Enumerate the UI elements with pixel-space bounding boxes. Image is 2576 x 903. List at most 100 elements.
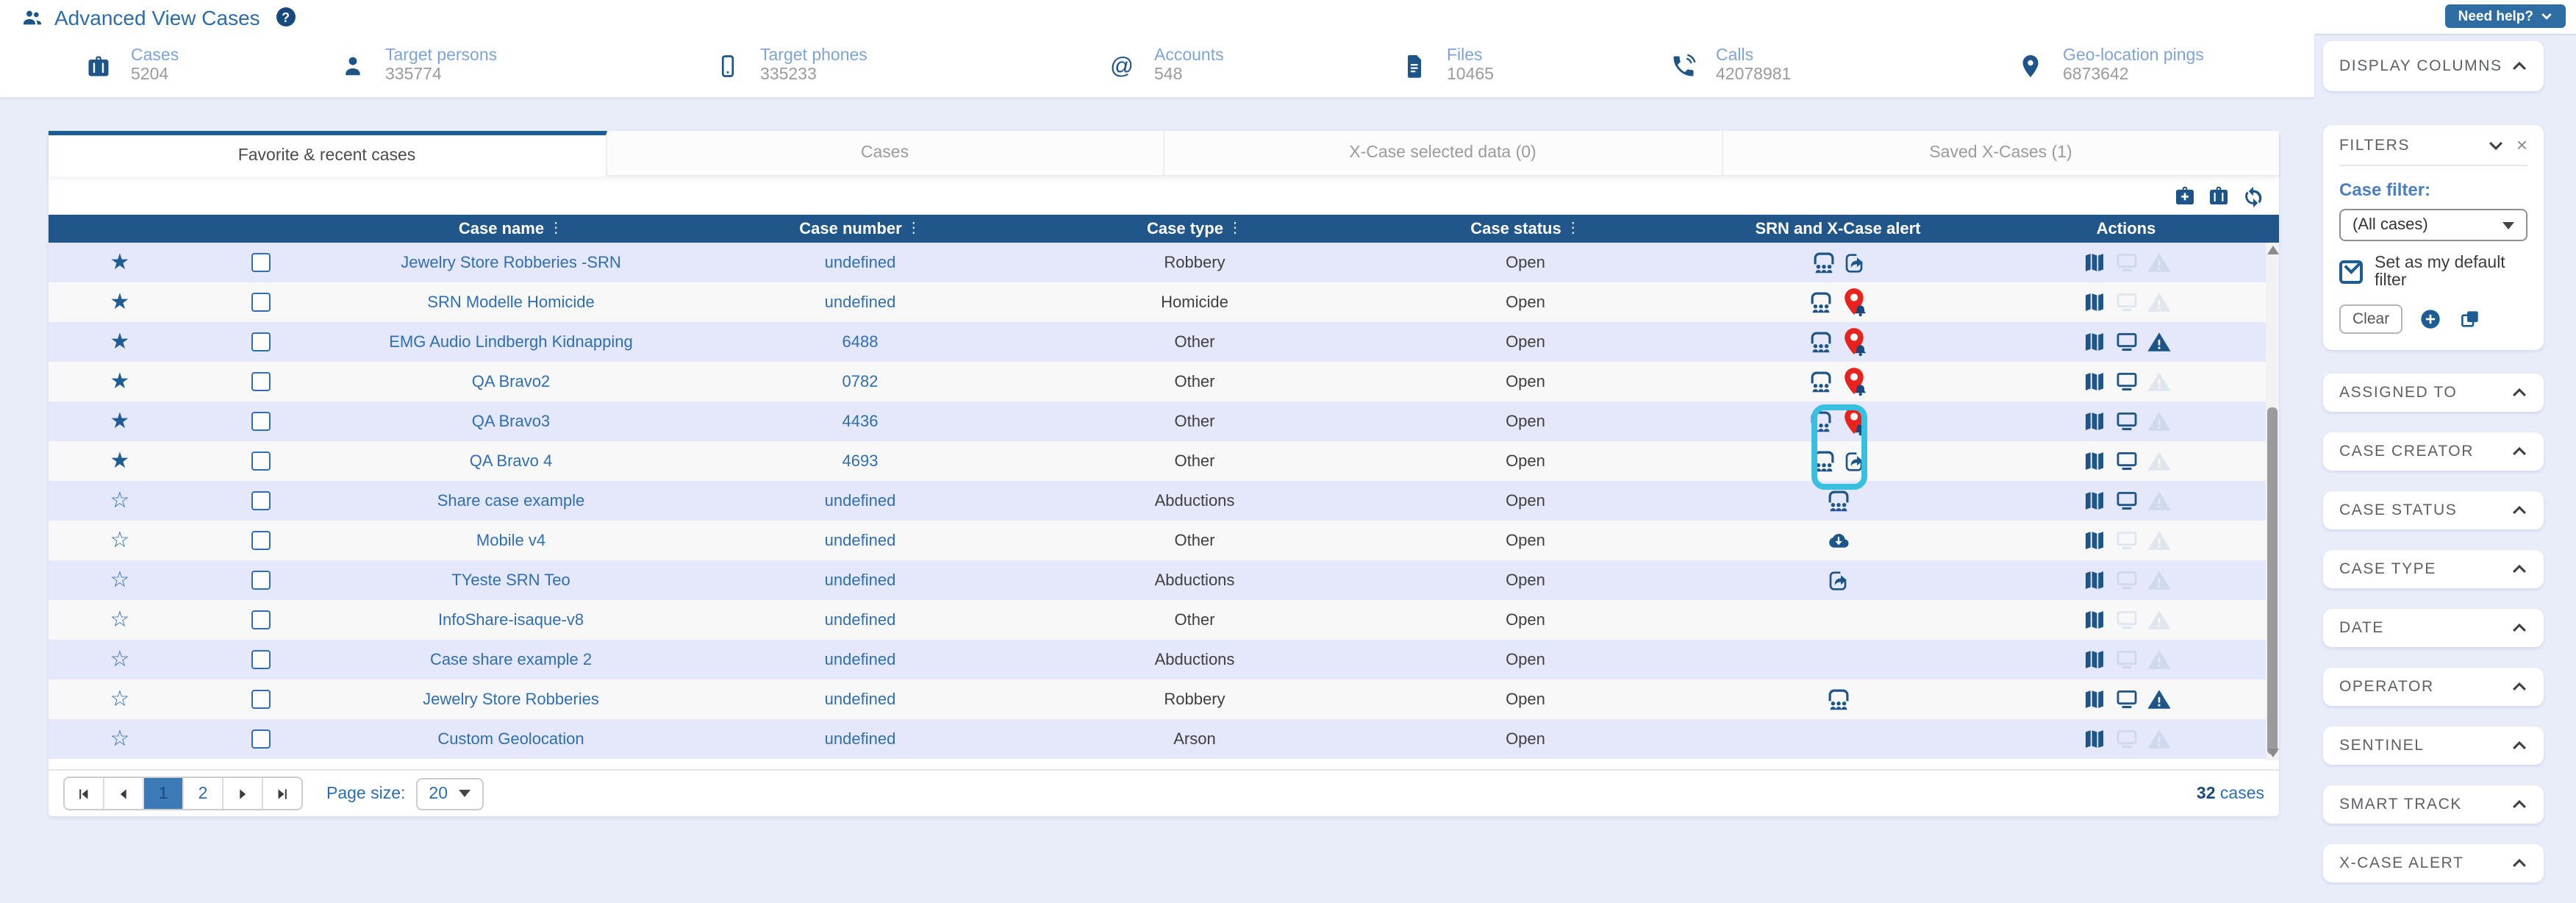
row-checkbox[interactable]	[251, 253, 271, 272]
default-filter-checkbox[interactable]	[2339, 260, 2363, 284]
vertical-scrollbar[interactable]	[2266, 243, 2279, 760]
column-menu-icon[interactable]: ⋮	[548, 221, 564, 237]
monitor-icon[interactable]	[2114, 409, 2139, 434]
sidebar-section-assigned-to[interactable]: ASSIGNED TO	[2323, 374, 2544, 412]
page-size-select[interactable]: 20	[415, 777, 483, 810]
case-name-link[interactable]: Jewelry Store Robberies -SRN	[401, 254, 621, 271]
sidebar-section-case-status[interactable]: CASE STATUS	[2323, 491, 2544, 529]
favorite-star-icon[interactable]: ★	[110, 449, 130, 474]
case-name-link[interactable]: EMG Audio Lindbergh Kidnapping	[389, 333, 633, 351]
favorite-star-icon[interactable]: ★	[110, 250, 130, 275]
sidebar-section-operator[interactable]: OPERATOR	[2323, 668, 2544, 706]
case-name-link[interactable]: QA Bravo2	[471, 373, 551, 390]
display-columns-section[interactable]: DISPLAY COLUMNS	[2323, 41, 2544, 91]
copy-filter-icon[interactable]	[2458, 307, 2482, 331]
row-checkbox[interactable]	[251, 531, 271, 550]
srn-icon[interactable]	[1806, 328, 1834, 356]
map-icon[interactable]	[2081, 568, 2106, 593]
scroll-up-arrow-icon[interactable]	[2267, 246, 2279, 254]
chevron-up-icon[interactable]	[2511, 60, 2527, 72]
sidebar-section-sentinel[interactable]: SENTINEL	[2323, 727, 2544, 765]
chevron-up-icon[interactable]	[2511, 799, 2527, 810]
favorite-star-icon[interactable]: ☆	[110, 568, 130, 593]
refresh-icon[interactable]	[2241, 183, 2266, 208]
row-checkbox[interactable]	[251, 412, 271, 431]
map-icon[interactable]	[2081, 647, 2106, 672]
column-header-case-status[interactable]: Case status ⋮	[1470, 220, 1581, 238]
favorite-star-icon[interactable]: ☆	[110, 607, 130, 632]
favorite-star-icon[interactable]: ☆	[110, 488, 130, 513]
clear-filter-button[interactable]: Clear	[2339, 304, 2403, 334]
case-name-link[interactable]: Jewelry Store Robberies	[423, 690, 599, 708]
alert-pin-icon[interactable]	[1839, 287, 1870, 318]
monitor-icon[interactable]	[2114, 488, 2139, 513]
sidebar-section-x-case-alert[interactable]: X-CASE ALERT	[2323, 844, 2544, 882]
share-icon[interactable]	[1826, 568, 1850, 592]
favorite-star-icon[interactable]: ☆	[110, 727, 130, 752]
page-button-2[interactable]: 2	[184, 778, 223, 809]
favorite-star-icon[interactable]: ★	[110, 369, 130, 394]
share-icon[interactable]	[1842, 251, 1866, 274]
srn-icon[interactable]	[1810, 249, 1838, 276]
column-menu-icon[interactable]: ⋮	[1565, 221, 1581, 237]
cloud-download-icon[interactable]	[1825, 528, 1850, 553]
case-name-link[interactable]: TYeste SRN Teo	[451, 571, 570, 589]
add-filter-icon[interactable]	[2419, 307, 2442, 331]
row-checkbox[interactable]	[251, 690, 271, 709]
map-icon[interactable]	[2081, 329, 2106, 354]
case-name-link[interactable]: Mobile v4	[476, 532, 546, 549]
case-name-link[interactable]: SRN Modelle Homicide	[427, 293, 595, 311]
scroll-down-arrow-icon[interactable]	[2267, 749, 2279, 757]
map-icon[interactable]	[2081, 528, 2106, 553]
chevron-up-icon[interactable]	[2511, 504, 2527, 516]
row-checkbox[interactable]	[251, 610, 271, 629]
srn-icon[interactable]	[1806, 288, 1834, 316]
tab-x-case-selected-data-0-[interactable]: X-Case selected data (0)	[1164, 131, 1722, 176]
map-icon[interactable]	[2081, 369, 2106, 394]
map-icon[interactable]	[2081, 409, 2106, 434]
srn-icon[interactable]	[1824, 487, 1852, 515]
chevron-up-icon[interactable]	[2511, 387, 2527, 399]
row-checkbox[interactable]	[251, 571, 271, 590]
warning-icon[interactable]	[2146, 687, 2171, 712]
monitor-icon[interactable]	[2114, 369, 2139, 394]
favorite-star-icon[interactable]: ★	[110, 329, 130, 354]
map-icon[interactable]	[2081, 488, 2106, 513]
scrollbar-thumb[interactable]	[2267, 407, 2278, 754]
sidebar-section-case-type[interactable]: CASE TYPE	[2323, 550, 2544, 588]
column-menu-icon[interactable]: ⋮	[906, 221, 921, 237]
monitor-icon[interactable]	[2114, 687, 2139, 712]
map-icon[interactable]	[2081, 687, 2106, 712]
map-icon[interactable]	[2081, 250, 2106, 275]
tab-saved-x-cases-1-[interactable]: Saved X-Cases (1)	[1722, 131, 2279, 176]
map-icon[interactable]	[2081, 449, 2106, 474]
map-icon[interactable]	[2081, 607, 2106, 632]
first-page-button[interactable]	[65, 778, 104, 809]
alert-pin-icon[interactable]	[1839, 366, 1870, 397]
map-icon[interactable]	[2081, 290, 2106, 315]
monitor-icon[interactable]	[2114, 329, 2139, 354]
column-header-case-name[interactable]: Case name ⋮	[458, 220, 564, 238]
next-page-button[interactable]	[223, 778, 263, 809]
case-name-link[interactable]: Case share example 2	[429, 651, 593, 668]
previous-page-button[interactable]	[104, 778, 144, 809]
column-menu-icon[interactable]: ⋮	[1227, 221, 1242, 237]
monitor-icon[interactable]	[2114, 449, 2139, 474]
close-icon[interactable]: ×	[2516, 134, 2527, 156]
row-checkbox[interactable]	[251, 650, 271, 669]
chevron-down-icon[interactable]	[2489, 140, 2505, 151]
row-checkbox[interactable]	[251, 729, 271, 749]
need-help-button[interactable]: Need help?	[2444, 4, 2566, 28]
page-button-1[interactable]: 1	[144, 778, 184, 809]
row-checkbox[interactable]	[251, 293, 271, 312]
chevron-up-icon[interactable]	[2511, 740, 2527, 752]
favorite-star-icon[interactable]: ★	[110, 409, 130, 434]
chevron-up-icon[interactable]	[2511, 622, 2527, 634]
favorite-star-icon[interactable]: ☆	[110, 528, 130, 553]
case-name-link[interactable]: QA Bravo 4	[469, 452, 553, 470]
warning-icon[interactable]	[2146, 329, 2171, 354]
favorite-star-icon[interactable]: ★	[110, 290, 130, 315]
last-page-button[interactable]	[263, 778, 301, 809]
sidebar-section-smart-track[interactable]: SMART TRACK	[2323, 785, 2544, 824]
favorite-star-icon[interactable]: ☆	[110, 647, 130, 672]
